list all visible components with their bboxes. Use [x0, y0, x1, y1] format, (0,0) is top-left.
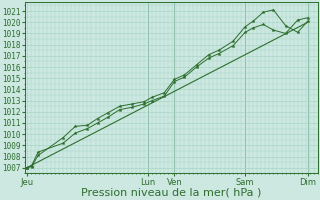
- X-axis label: Pression niveau de la mer( hPa ): Pression niveau de la mer( hPa ): [81, 188, 261, 198]
